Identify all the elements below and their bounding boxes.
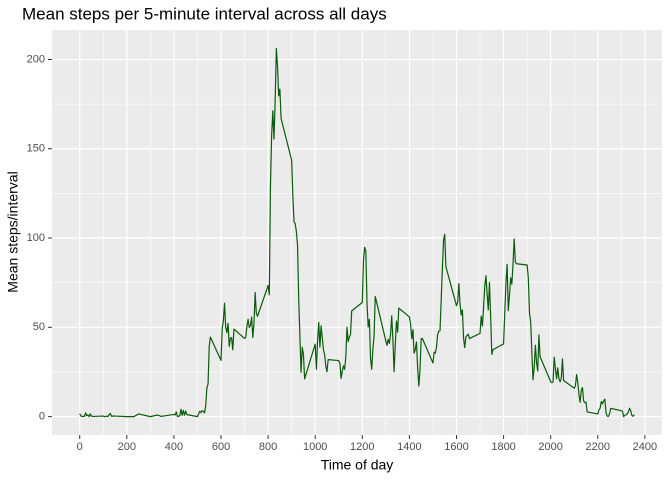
panel	[52, 30, 662, 435]
chart-title: Mean steps per 5-minute interval across …	[22, 4, 387, 23]
x-tick-label: 400	[165, 441, 183, 453]
x-tick-label: 1600	[444, 441, 468, 453]
x-tick-label: 1800	[491, 441, 515, 453]
y-tick-label: 50	[33, 321, 45, 333]
x-tick-label: 800	[259, 441, 277, 453]
y-axis-label: Mean steps/interval	[5, 171, 21, 292]
x-tick-label: 1400	[397, 441, 421, 453]
x-tick-label: 200	[118, 441, 136, 453]
x-tick-label: 1200	[350, 441, 374, 453]
x-axis-label: Time of day	[321, 457, 394, 473]
x-tick-label: 0	[77, 441, 83, 453]
y-tick-label: 100	[27, 232, 45, 244]
x-tick-label: 1000	[303, 441, 327, 453]
x-tick-label: 2200	[586, 441, 610, 453]
y-tick-label: 150	[27, 143, 45, 155]
y-tick-label: 0	[39, 411, 45, 423]
x-tick-label: 2400	[633, 441, 657, 453]
y-tick-label: 200	[27, 53, 45, 65]
data-line	[79, 47, 635, 418]
x-tick-label: 600	[212, 441, 230, 453]
x-tick-label: 2000	[538, 441, 562, 453]
